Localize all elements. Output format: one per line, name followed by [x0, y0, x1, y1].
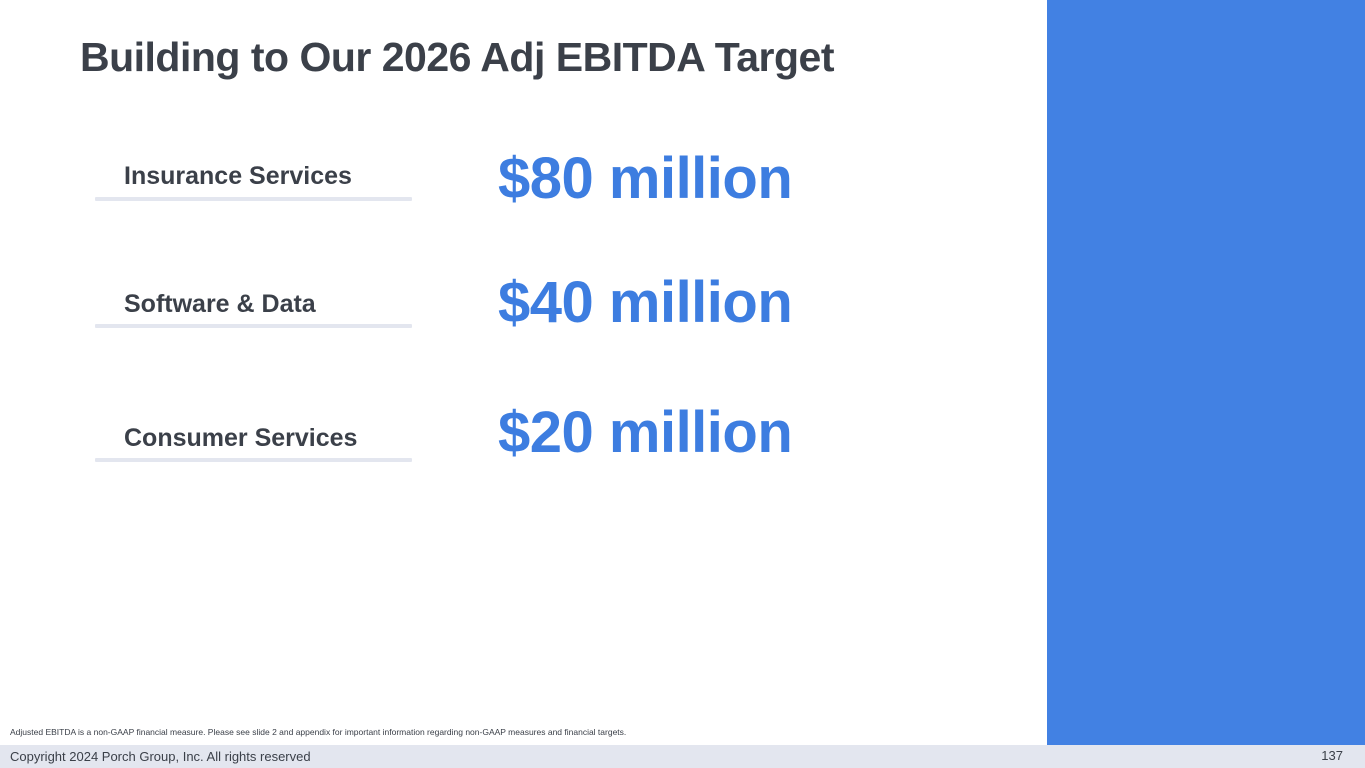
footnote: Adjusted EBITDA is a non-GAAP financial …	[10, 727, 627, 737]
copyright-text: Copyright 2024 Porch Group, Inc. All rig…	[10, 749, 311, 764]
segment-underline	[95, 458, 412, 462]
segment-underline	[95, 197, 412, 201]
segment-value: $80 million	[498, 146, 793, 211]
accent-panel	[1047, 0, 1365, 745]
segment-label: Insurance Services	[124, 162, 352, 190]
segment-value: $20 million	[498, 400, 793, 465]
segment-value: $40 million	[498, 270, 793, 335]
page-number: 137	[1321, 748, 1343, 763]
segment-underline	[95, 324, 412, 328]
footer-bar: Copyright 2024 Porch Group, Inc. All rig…	[0, 745, 1365, 768]
segment-label: Consumer Services	[124, 424, 358, 452]
slide-title: Building to Our 2026 Adj EBITDA Target	[80, 34, 834, 80]
segment-label: Software & Data	[124, 290, 316, 318]
